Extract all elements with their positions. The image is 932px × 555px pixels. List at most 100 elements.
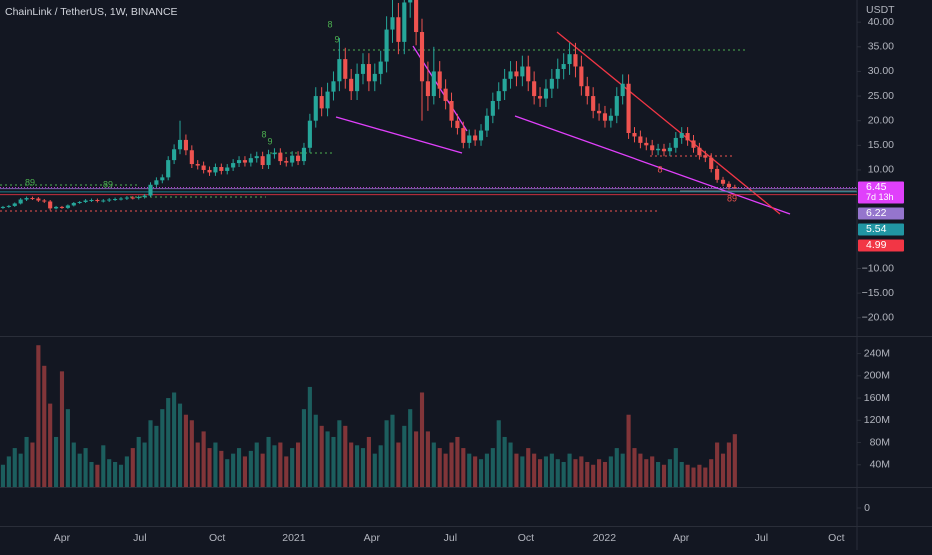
price-badge-label: 5.54 xyxy=(866,223,887,235)
candle-body xyxy=(484,115,489,131)
candle-body xyxy=(378,61,383,74)
candle-body xyxy=(219,167,224,171)
candle-body xyxy=(443,88,448,101)
y-tick-label: 240M xyxy=(864,347,890,359)
volume-bar xyxy=(437,448,442,487)
volume-bar xyxy=(490,448,495,487)
candle-body xyxy=(225,167,230,171)
volume-bar xyxy=(537,459,543,487)
volume-bar xyxy=(319,425,324,487)
volume-bar xyxy=(502,436,507,487)
y-tick-label: 20.00 xyxy=(868,114,894,126)
candle-body xyxy=(532,81,537,97)
candle-body xyxy=(703,155,708,158)
candle-body xyxy=(59,206,65,208)
volume-bar xyxy=(107,459,112,487)
volume-bar xyxy=(77,453,82,487)
candle-body xyxy=(177,139,183,150)
candle-body xyxy=(130,197,135,199)
candle-body xyxy=(455,120,460,129)
y-tick-label: 40M xyxy=(870,459,890,471)
volume-bar xyxy=(236,448,242,487)
volume-bar xyxy=(644,459,649,487)
volume-bar xyxy=(632,448,637,487)
candle-body xyxy=(355,73,360,92)
x-tick-label: Oct xyxy=(518,532,534,544)
candle-body xyxy=(24,198,29,200)
volume-bar xyxy=(101,445,106,487)
td-annotation: 8 xyxy=(261,129,266,139)
price-badge xyxy=(858,239,904,252)
candle-body xyxy=(478,130,484,141)
price-badge-label: 6.45 xyxy=(866,181,887,193)
candle-body xyxy=(242,160,248,163)
volume-bar xyxy=(372,453,377,487)
candle-body xyxy=(490,100,495,116)
candle-body xyxy=(402,2,407,42)
volume-bar xyxy=(195,442,200,487)
candle-body xyxy=(431,71,436,97)
volume-bar xyxy=(183,414,188,487)
volume-bar xyxy=(0,464,6,487)
candle-body xyxy=(473,135,478,141)
volume-bar xyxy=(431,442,436,487)
candle-body xyxy=(65,205,70,208)
td-annotation: 8 xyxy=(327,19,332,29)
candle-body xyxy=(195,164,200,166)
candle-body xyxy=(236,160,242,164)
td-annotation: 9 xyxy=(334,34,339,44)
volume-bar xyxy=(597,459,602,487)
y-tick-label: 25.00 xyxy=(868,90,894,102)
volume-bar xyxy=(254,442,259,487)
volume-bar xyxy=(260,453,265,487)
candle-body xyxy=(656,148,661,151)
volume-bar xyxy=(667,459,672,487)
candle-body xyxy=(136,197,141,199)
volume-bar xyxy=(113,461,118,487)
candle-body xyxy=(254,156,259,159)
candle-body xyxy=(272,152,277,155)
candle-body xyxy=(644,142,649,146)
volume-bar xyxy=(337,420,342,487)
volume-bar xyxy=(295,442,301,487)
volume-bar xyxy=(585,461,590,487)
x-tick-label: Apr xyxy=(673,532,690,544)
candle-body xyxy=(720,179,726,184)
y-tick-label: 10.00 xyxy=(868,164,894,176)
volume-bar xyxy=(720,453,726,487)
candle-body xyxy=(290,155,295,163)
candle-body xyxy=(18,199,23,204)
volume-bar xyxy=(732,434,737,487)
volume-bar xyxy=(661,464,667,487)
td-annotation: 89 xyxy=(25,177,35,187)
volume-bar xyxy=(6,456,11,487)
drawings xyxy=(0,31,857,215)
candle-body xyxy=(709,157,714,169)
volume-bar xyxy=(679,461,684,487)
volume-bar xyxy=(24,436,29,487)
candle-body xyxy=(732,187,737,189)
candle-body xyxy=(201,165,206,170)
td-annotation: 8 xyxy=(657,164,662,174)
symbol-title: ChainLink / TetherUS, 1W, BINANCE xyxy=(5,6,178,18)
candle-body xyxy=(266,154,271,166)
volume-bar xyxy=(160,409,165,487)
candle-body xyxy=(679,133,684,138)
volume-bar xyxy=(697,464,702,487)
candle-body xyxy=(71,202,76,206)
candle-body xyxy=(567,54,572,65)
candle-body xyxy=(496,91,501,101)
candle-body xyxy=(461,128,466,143)
candle-body xyxy=(36,198,41,201)
volume-bar xyxy=(301,409,307,487)
candle-body xyxy=(142,195,147,198)
candle-body xyxy=(0,206,6,208)
volume-bar xyxy=(59,371,65,487)
volume-bar xyxy=(378,445,383,487)
candle-body xyxy=(172,149,177,161)
volume-bar xyxy=(213,442,218,487)
candle-body xyxy=(537,96,543,99)
candle-body xyxy=(372,73,377,82)
volume-bar xyxy=(219,450,224,487)
volume-bar xyxy=(526,448,531,487)
